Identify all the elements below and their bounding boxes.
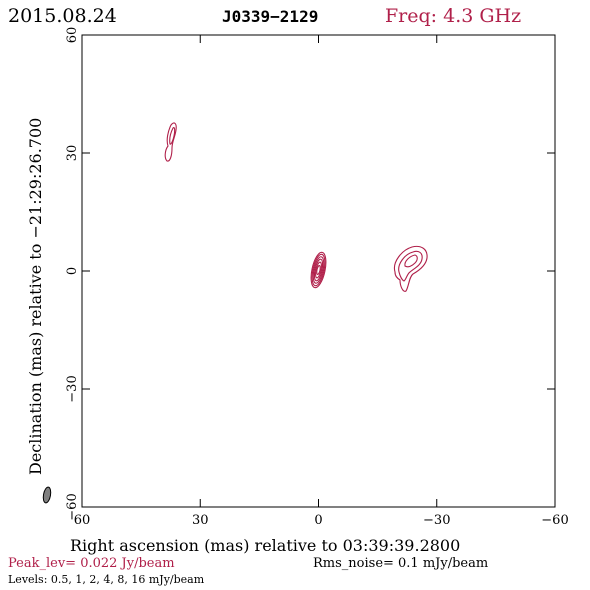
x-tick-label: −30	[423, 513, 450, 528]
contour-levels: Levels: 0.5, 1, 2, 4, 8, 16 mJy/beam	[8, 573, 205, 586]
frequency-label: Freq: 4.3 GHz	[385, 5, 521, 27]
plot-frame	[81, 34, 556, 508]
north-west-contour-level-2	[169, 127, 176, 145]
east-jet-contour-level-3	[404, 254, 418, 268]
core-contour-level-2	[311, 253, 326, 287]
core-contour-level-4	[313, 258, 324, 282]
axis-ticks: 60 30 0 −30 −60 −60 −30 0 30 60	[65, 27, 569, 528]
x-tick-label: 60	[74, 513, 91, 528]
y-tick-label: −30	[65, 375, 80, 402]
x-axis-label: Right ascension (mas) relative to 03:39:…	[70, 536, 460, 555]
y-tick-label: −60	[65, 493, 80, 520]
core-contour-level-5	[314, 261, 323, 279]
core-contour-level-1	[310, 251, 327, 289]
peak-level: Peak_lev= 0.022 Jy/beam	[8, 556, 175, 571]
contour-group	[164, 122, 428, 292]
core-component-contours	[310, 251, 327, 289]
observation-date: 2015.08.24	[8, 5, 117, 27]
east-jet-contour-level-2	[398, 250, 423, 282]
x-tick-label: 0	[314, 513, 322, 528]
east-jet-contours	[393, 245, 428, 292]
beam-ellipse	[42, 486, 52, 504]
y-axis-label: Declination (mas) relative to −21:29:26.…	[26, 118, 45, 475]
core-contour-level-6	[316, 265, 321, 275]
north-west-feature-contours	[164, 122, 177, 162]
east-jet-contour-level-1	[393, 245, 428, 292]
y-tick-label: 30	[65, 145, 80, 162]
core-contour-level-3	[312, 256, 325, 284]
y-tick-label: 60	[65, 27, 80, 44]
source-name: J0339−2129	[222, 7, 318, 26]
y-tick-label: 0	[65, 267, 80, 275]
x-tick-label: 30	[192, 513, 209, 528]
rms-noise: Rms_noise= 0.1 mJy/beam	[313, 556, 488, 571]
x-tick-label: −60	[541, 513, 568, 528]
